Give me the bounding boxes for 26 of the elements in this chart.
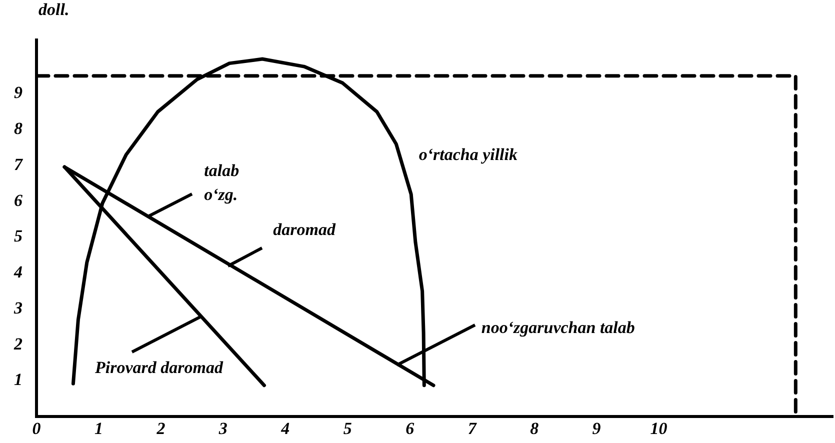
y-tick-label: 5 xyxy=(14,226,23,246)
y-tick-label: 2 xyxy=(13,334,23,354)
y-tick-label: 9 xyxy=(14,83,23,102)
x-tick-label: 3 xyxy=(218,419,228,438)
y-axis-title: doll. xyxy=(38,0,70,19)
annotation: noo‘zgaruvchan talab xyxy=(481,316,635,339)
y-tick-label: 8 xyxy=(14,119,23,138)
annotation: o‘rtacha yillik xyxy=(418,144,518,166)
x-tick-label: 6 xyxy=(406,419,415,438)
x-tick-label: 7 xyxy=(468,419,478,438)
y-tick-label: 3 xyxy=(13,298,23,318)
x-tick-label: 4 xyxy=(280,419,290,438)
y-tick-label: 4 xyxy=(13,262,22,282)
x-tick-label: 10 xyxy=(650,419,668,438)
x-tick-label: 2 xyxy=(156,419,166,438)
x-tick-label: 5 xyxy=(343,419,352,438)
annotation: Pirovard daromad xyxy=(95,357,223,380)
y-tick-label: 7 xyxy=(14,154,24,174)
x-tick-label: 0 xyxy=(32,419,42,438)
y-tick-label: 1 xyxy=(14,370,22,390)
y-tick-label: 6 xyxy=(14,190,23,210)
x-tick-label: 9 xyxy=(592,419,602,438)
annotation: daromad xyxy=(273,218,336,241)
x-tick-label: 1 xyxy=(94,419,103,438)
x-tick-label: 8 xyxy=(530,419,540,438)
annotation: talab o‘zg. xyxy=(204,160,240,206)
